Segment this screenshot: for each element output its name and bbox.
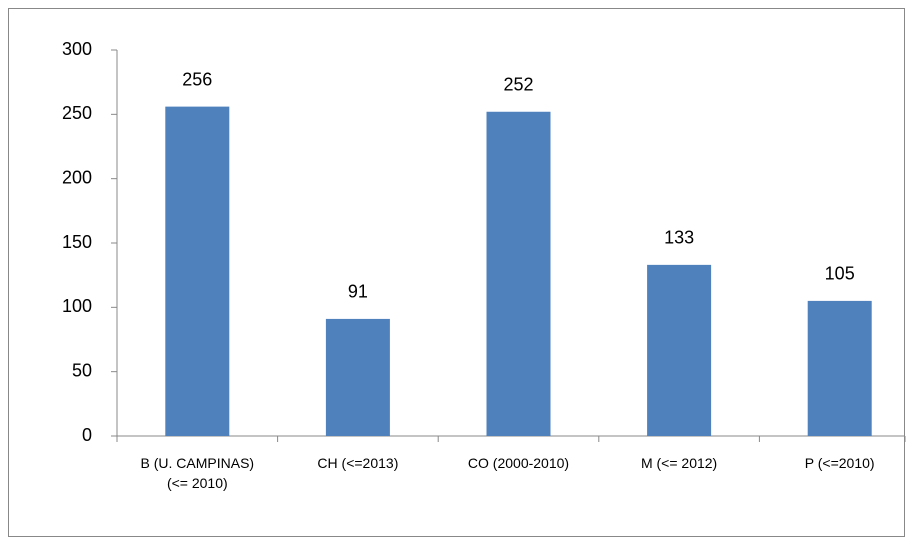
data-label: 133 [664, 228, 694, 248]
data-label: 252 [503, 75, 533, 95]
chart-border [8, 8, 905, 537]
x-tick-label: P (<=2010) [804, 455, 875, 471]
y-tick-label: 150 [62, 232, 92, 252]
y-tick-label: 50 [72, 360, 92, 380]
y-tick-label: 300 [62, 39, 92, 59]
y-tick-label: 200 [62, 167, 92, 187]
bar [647, 264, 712, 436]
bar [325, 318, 390, 436]
y-tick-label: 100 [62, 296, 92, 316]
y-tick-label: 0 [82, 425, 92, 445]
bar [807, 300, 872, 436]
x-tick-label: B (U. CAMPINAS) (<= 2010) [140, 455, 255, 491]
x-tick-label: CO (2000-2010) [467, 455, 570, 471]
data-label: 105 [825, 264, 855, 284]
bar [486, 111, 551, 436]
bar [165, 106, 230, 436]
y-tick-label: 250 [62, 103, 92, 123]
data-label: 256 [182, 69, 212, 89]
x-tick-label: M (<= 2012) [640, 455, 718, 471]
data-label: 91 [348, 282, 368, 302]
x-tick-label: CH (<=2013) [317, 455, 399, 471]
